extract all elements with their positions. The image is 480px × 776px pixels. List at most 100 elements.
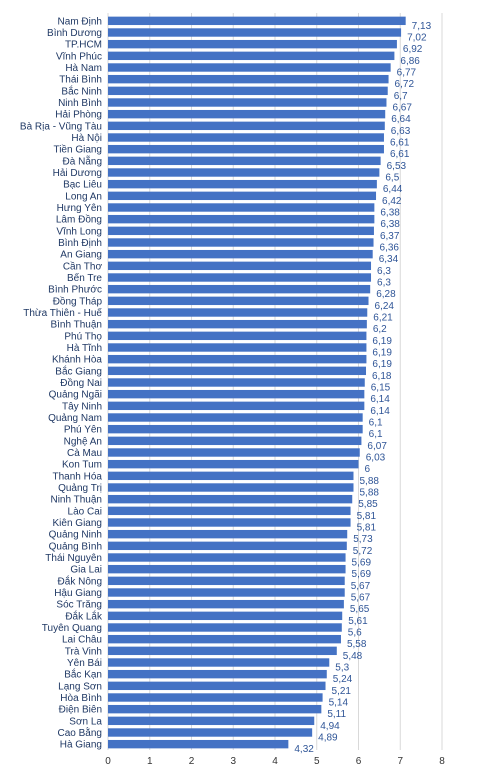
bar	[108, 401, 365, 411]
data-label: 6,37	[380, 231, 400, 242]
bar	[108, 424, 363, 434]
data-label: 5,21	[332, 686, 352, 697]
category-label: Gia Lai	[70, 565, 102, 576]
category-label: Hòa Bình	[60, 693, 102, 704]
category-label: Bắc Kạn	[64, 668, 102, 681]
bar	[108, 366, 367, 376]
data-label: 6,24	[375, 301, 395, 312]
data-label: 5,81	[357, 523, 377, 534]
bar	[108, 413, 363, 422]
category-label: Long An	[65, 191, 102, 202]
category-label: Quảng Ngãi	[49, 390, 102, 401]
category-label: Ninh Bình	[58, 98, 102, 109]
bar	[108, 378, 365, 387]
data-label: 6,3	[377, 278, 391, 289]
bar	[108, 681, 326, 691]
category-label: Hải Phòng	[55, 110, 102, 121]
category-label: Bến Tre	[67, 272, 102, 284]
data-label: 6,03	[366, 453, 386, 464]
bar	[108, 191, 377, 201]
category-label: Tiền Giang	[53, 144, 102, 156]
x-tick-label: 1	[147, 756, 153, 767]
bar	[108, 39, 397, 49]
category-label: TP.HCM	[65, 40, 102, 51]
bar	[108, 121, 385, 131]
category-label: Lai Châu	[62, 635, 102, 646]
category-label: Hà Tĩnh	[67, 343, 102, 354]
bar	[108, 179, 377, 189]
x-tick-label: 6	[356, 756, 362, 767]
category-label: Tuyên Quang	[42, 623, 102, 634]
category-label: Nam Định	[58, 16, 102, 27]
x-tick-label: 3	[230, 756, 236, 767]
bar	[108, 459, 359, 469]
bar	[108, 203, 375, 212]
bar	[108, 261, 372, 271]
data-label: 6,36	[380, 243, 400, 254]
bar	[108, 728, 313, 737]
category-label: Đà Nẵng	[63, 154, 102, 167]
category-label: An Giang	[60, 250, 102, 261]
bar	[108, 86, 388, 96]
data-label: 5,11	[327, 709, 346, 720]
data-label: 5,67	[351, 581, 371, 592]
category-label: Bắc Ninh	[61, 84, 102, 97]
category-label: Quảng Trị	[58, 483, 102, 494]
data-label: 6,38	[380, 219, 400, 230]
category-label: Đắk Nông	[58, 574, 102, 587]
data-label: 6,28	[376, 289, 396, 300]
bar	[108, 588, 345, 597]
data-label: 5,72	[353, 546, 373, 557]
bar	[108, 716, 315, 726]
bars	[108, 16, 406, 749]
category-label: Sơn La	[69, 716, 102, 727]
data-label: 6,77	[397, 68, 417, 79]
data-label: 6,19	[372, 336, 392, 347]
category-label: Bắc Giang	[55, 364, 102, 377]
bar	[108, 704, 322, 714]
bar	[108, 494, 353, 504]
bar	[108, 98, 387, 107]
bar	[108, 436, 362, 446]
category-label: Lạng Sơn	[58, 681, 102, 692]
data-label: 6	[365, 464, 371, 475]
data-label: 4,89	[318, 733, 338, 744]
bar	[108, 238, 374, 247]
category-label: Thái Nguyên	[45, 553, 102, 564]
data-label: 6,61	[390, 138, 410, 149]
x-tick-label: 8	[439, 756, 445, 767]
bar	[108, 296, 369, 306]
category-label: Yên Bái	[67, 658, 102, 669]
bar	[108, 669, 327, 679]
bar	[108, 156, 381, 166]
bar	[108, 506, 351, 516]
data-label: 6,38	[380, 208, 400, 219]
x-tick-label: 4	[272, 756, 278, 767]
bar	[108, 634, 341, 644]
bar	[108, 168, 380, 177]
bar	[108, 133, 384, 142]
bar	[108, 471, 354, 481]
bar	[108, 611, 343, 621]
category-label: Lâm Đồng	[56, 214, 102, 226]
bar	[108, 63, 391, 72]
data-label: 6,15	[371, 383, 391, 394]
category-label: Lào Cai	[68, 506, 102, 517]
data-label: 7,02	[407, 33, 427, 44]
category-label: Điện Biên	[59, 705, 102, 716]
data-label: 6,7	[394, 91, 408, 102]
data-label: 5,88	[359, 476, 379, 487]
data-label: 6,1	[369, 429, 383, 440]
category-label: Vĩnh Long	[56, 226, 102, 237]
category-label: Quảng Ninh	[49, 530, 102, 541]
data-label: 5,69	[352, 569, 372, 580]
data-label: 6,42	[382, 196, 402, 207]
data-label: 5,65	[350, 604, 370, 615]
category-label: Cà Mau	[67, 448, 102, 459]
data-label: 5,48	[343, 651, 363, 662]
category-label: Hậu Giang	[54, 588, 102, 599]
bar	[108, 646, 337, 656]
data-label: 6,86	[400, 56, 420, 67]
category-label: Thừa Thiên - Huế	[23, 307, 102, 319]
